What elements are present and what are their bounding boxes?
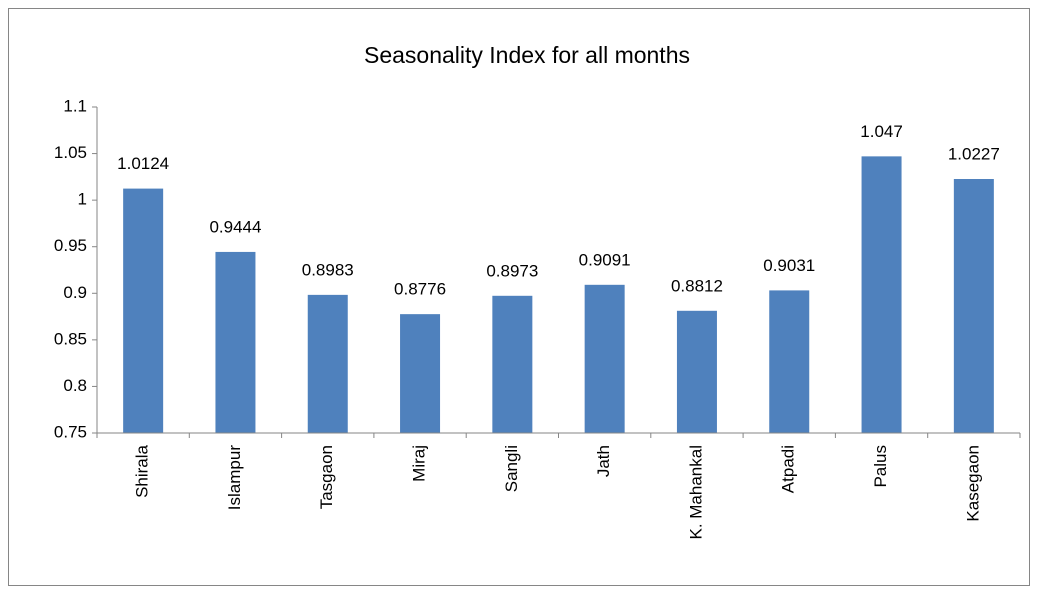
chart-title: Seasonality Index for all months [364,42,690,68]
bar [769,290,810,433]
x-tick-label: Palus [871,445,890,488]
bar [492,295,533,433]
y-tick-label: 1 [78,190,87,209]
y-tick-label: 0.75 [54,422,87,441]
data-label: 0.9091 [579,250,631,269]
bar [676,310,717,433]
x-tick-label: Islampur [225,445,244,511]
y-tick-label: 0.85 [54,329,87,348]
bar [400,314,441,433]
data-label: 0.8983 [302,260,354,279]
bar [861,156,902,433]
y-tick-label: 1.05 [54,143,87,162]
x-tick-label: Tasgaon [317,445,336,509]
x-tick-label: Miraj [410,445,429,482]
x-tick-label: Atpadi [779,445,798,493]
y-tick-label: 0.95 [54,236,87,255]
y-tick-label: 1.1 [63,96,87,115]
x-tick-label: Jath [594,445,613,477]
data-label: 1.0227 [948,144,1000,163]
data-label: 1.047 [860,122,903,141]
bar [215,251,256,433]
x-tick-label: K. Mahankal [686,445,705,540]
data-label: 0.8973 [486,261,538,280]
x-tick-label: Shirala [133,444,152,497]
data-label: 1.0124 [117,154,169,173]
y-tick-label: 0.9 [63,283,87,302]
data-label: 0.9444 [209,217,261,236]
data-label: 0.9031 [763,256,815,275]
bar [307,294,348,433]
data-label: 0.8776 [394,280,446,299]
bar [123,188,164,433]
x-tick-label: Sangli [502,445,521,492]
x-tick-label: Kasegaon [963,445,982,522]
bar [953,178,994,433]
data-label: 0.8812 [671,276,723,295]
bar [584,284,625,433]
y-tick-label: 0.8 [63,376,87,395]
